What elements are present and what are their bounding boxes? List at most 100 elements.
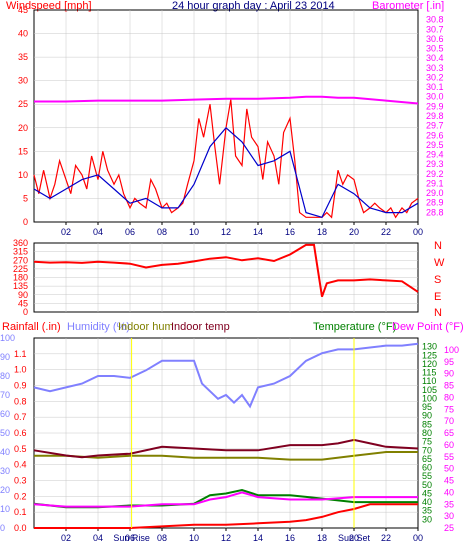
x-tick-label: 16 <box>285 227 295 237</box>
baro-y-tick-label: 28.9 <box>426 198 444 208</box>
direction-label-e: E <box>434 291 441 303</box>
direction-y-tick-label: 270 <box>13 255 28 265</box>
temp-y-tick-label: 75 <box>422 437 432 447</box>
series-line-humidity- <box>33 342 419 409</box>
temp-y-tick-label: 50 <box>422 480 432 490</box>
dew-y-tick-label: 85 <box>444 381 454 391</box>
rain-y-tick-label: 0.5 <box>14 444 27 454</box>
temp-y-tick-label: 130 <box>422 342 437 352</box>
baro-y-tick-label: 30.5 <box>426 44 444 54</box>
x-tick-label: 06 <box>125 227 135 237</box>
x-tick-label: 22 <box>381 227 391 237</box>
rain-y-tick-label: 0.2 <box>14 491 27 501</box>
dew-y-tick-label: 55 <box>444 452 454 462</box>
temp-y-tick-label: 55 <box>422 471 432 481</box>
dew-y-tick-label: 50 <box>444 464 454 474</box>
wind-y-tick-label: 0 <box>23 217 28 227</box>
dew-y-tick-label: 40 <box>444 487 454 497</box>
x-tick-label: 14 <box>253 533 263 543</box>
barometer-axis-label: Barometer [.in] <box>372 0 444 12</box>
dew-y-tick-label: 95 <box>444 357 454 367</box>
humidity-y-tick-label: 100 <box>0 333 15 343</box>
dew-y-tick-label: 35 <box>444 499 454 509</box>
series-line-indoor-temp <box>33 438 419 459</box>
temp-y-tick-label: 120 <box>422 359 437 369</box>
chart-title: 24 hour graph day : April 23 2014 <box>172 0 335 12</box>
x-tick-label: 04 <box>93 533 103 543</box>
x-tick-label: 08 <box>157 533 167 543</box>
x-tick-label: 08 <box>157 227 167 237</box>
dew-y-tick-label: 100 <box>444 345 459 355</box>
direction-label-n-bottom: N <box>434 307 442 319</box>
direction-y-tick-label: 90 <box>18 290 28 300</box>
baro-y-tick-label: 29.8 <box>426 111 444 121</box>
x-tick-label: 20 <box>349 533 359 543</box>
baro-y-tick-label: 29.7 <box>426 121 444 131</box>
dew-y-tick-label: 80 <box>444 392 454 402</box>
rain-y-tick-label: 0.1 <box>14 507 27 517</box>
baro-y-tick-label: 29.9 <box>426 101 444 111</box>
direction-y-tick-label: 225 <box>13 264 28 274</box>
wind-y-tick-label: 10 <box>18 170 28 180</box>
dew-y-tick-label: 60 <box>444 440 454 450</box>
direction-y-tick-label: 45 <box>18 298 28 308</box>
wind-y-tick-label: 25 <box>18 99 28 109</box>
series-line-barometer-in- <box>34 95 419 105</box>
dew-y-tick-label: 30 <box>444 511 454 521</box>
temp-y-tick-label: 30 <box>422 514 432 524</box>
direction-y-tick-label: 315 <box>13 247 28 257</box>
baro-y-tick-label: 30.8 <box>426 15 444 25</box>
rain-y-tick-label: 0.3 <box>14 476 27 486</box>
dew-y-tick-label: 75 <box>444 404 454 414</box>
wind-y-tick-label: 5 <box>23 193 28 203</box>
rain-y-tick-label: 0.0 <box>14 523 27 533</box>
temp-y-tick-label: 90 <box>422 411 432 421</box>
wind-y-tick-label: 30 <box>18 76 28 86</box>
temp-y-tick-label: 95 <box>422 402 432 412</box>
dew-y-tick-label: 45 <box>444 476 454 486</box>
temp-y-tick-label: 125 <box>422 350 437 360</box>
baro-y-tick-label: 29.4 <box>426 150 444 160</box>
x-tick-label: 10 <box>189 227 199 237</box>
rainfall-axis-label: Rainfall (.in) <box>2 321 61 333</box>
series-line-dew-point-f- <box>33 491 418 508</box>
rain-y-tick-label: 0.4 <box>14 460 27 470</box>
x-tick-label: 12 <box>221 227 231 237</box>
indoor-temp-label: Indoor temp <box>171 321 230 333</box>
wind-y-tick-label: 20 <box>18 123 28 133</box>
baro-y-tick-label: 29.5 <box>426 140 444 150</box>
x-tick-label: 18 <box>317 227 327 237</box>
baro-y-tick-label: 30.1 <box>426 82 444 92</box>
series-line-wind-direction <box>33 243 419 298</box>
temp-y-tick-label: 115 <box>422 368 436 378</box>
baro-y-tick-label: 29.0 <box>426 188 444 198</box>
baro-y-tick-label: 30.4 <box>426 53 444 63</box>
baro-y-tick-label: 30.6 <box>426 34 444 44</box>
x-tick-label: 20 <box>349 227 359 237</box>
series-line-windspeed-avg <box>33 126 419 219</box>
x-tick-label: 10 <box>189 533 199 543</box>
direction-y-tick-label: 135 <box>13 281 28 291</box>
temperature-axis-label: Temperature (°F) <box>313 321 396 333</box>
temp-y-tick-label: 45 <box>422 488 432 498</box>
temp-y-tick-label: 85 <box>422 419 432 429</box>
baro-y-tick-label: 29.1 <box>426 178 444 188</box>
wind-y-tick-label: 45 <box>18 5 28 15</box>
baro-y-tick-label: 29.2 <box>426 169 444 179</box>
temp-y-tick-label: 100 <box>422 393 437 403</box>
x-tick-label: 16 <box>285 533 295 543</box>
humidity-y-tick-label: 10 <box>0 504 10 514</box>
humidity-y-tick-label: 80 <box>0 371 10 381</box>
direction-label-w: W <box>434 257 445 269</box>
dew-point-axis-label: Dew Point (°F) <box>392 321 464 333</box>
rain-y-tick-label: 0.9 <box>14 381 27 391</box>
humidity-y-tick-label: 60 <box>0 409 10 419</box>
baro-y-tick-label: 30.2 <box>426 72 444 82</box>
sun-annotation-label: Sun Rise <box>113 533 150 543</box>
x-tick-label: 02 <box>61 227 71 237</box>
temp-y-tick-label: 40 <box>422 497 432 507</box>
humidity-y-tick-label: 30 <box>0 466 10 476</box>
baro-y-tick-label: 30.3 <box>426 63 444 73</box>
direction-y-tick-label: 0 <box>23 307 28 317</box>
